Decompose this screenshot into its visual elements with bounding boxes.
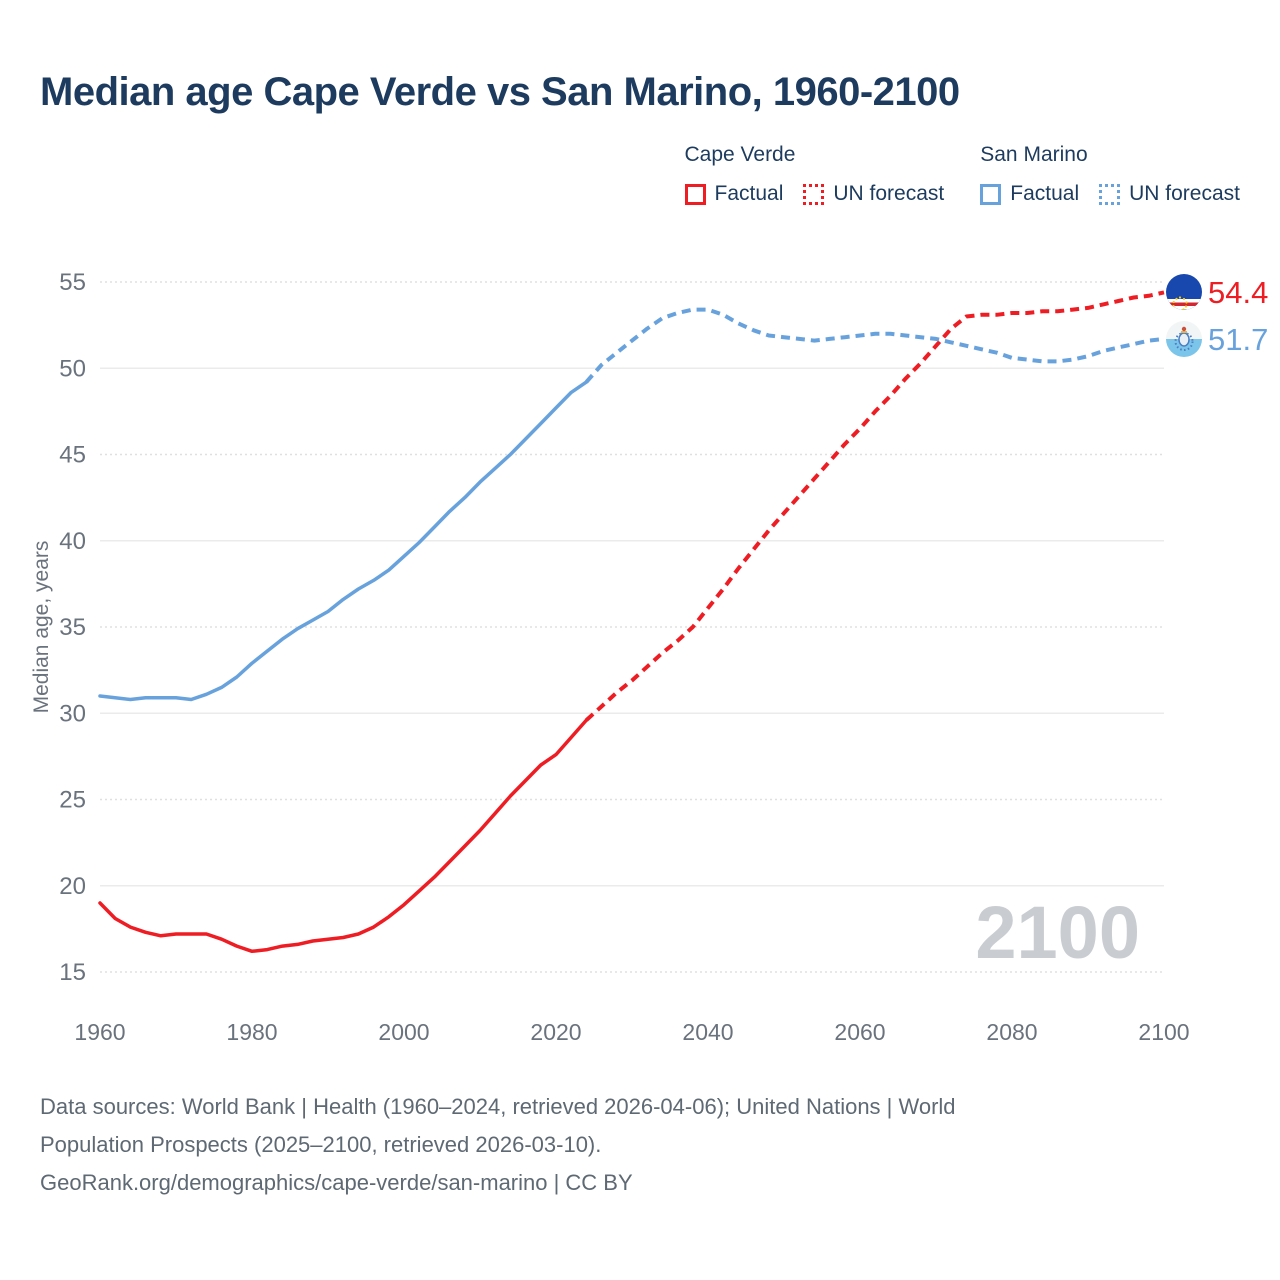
cape-verde-forecast-swatch-icon — [803, 183, 825, 205]
san-marino-forecast-line — [584, 307, 1165, 384]
legend-item-label: UN forecast — [833, 182, 945, 205]
x-tick-label: 2100 — [1138, 1019, 1189, 1045]
watermark: 2100 — [975, 891, 1140, 974]
x-tick-label: 2060 — [834, 1019, 885, 1045]
x-tick-label: 2020 — [530, 1019, 581, 1045]
legend-item-label: Factual — [714, 182, 784, 205]
y-axis-title: Median age, years — [30, 541, 53, 714]
legend-item-label: UN forecast — [1129, 182, 1240, 205]
cape-verde-flag-icon — [1166, 274, 1202, 310]
x-tick-label: 2040 — [682, 1019, 733, 1045]
x-tick-label: 1980 — [226, 1019, 277, 1045]
footer-line: Data sources: World Bank | Health (1960–… — [40, 1094, 956, 1119]
y-tick-label: 50 — [59, 355, 86, 382]
footer-line: GeoRank.org/demographics/cape-verde/san-… — [40, 1170, 633, 1195]
x-tick-label: 2000 — [378, 1019, 429, 1045]
san-marino-factual-line — [98, 380, 589, 702]
cape-verde-factual-line — [98, 718, 589, 954]
x-tick-label: 1960 — [74, 1019, 125, 1045]
legend-group-san-marino: San Marino Factual UN forecast — [980, 143, 1240, 206]
footer-line: Population Prospects (2025–2100, retriev… — [40, 1132, 602, 1157]
y-tick-label: 15 — [59, 959, 86, 986]
legend-item-san-marino-factual[interactable]: Factual — [980, 182, 1079, 206]
legend-group-title: San Marino — [980, 143, 1088, 166]
legend-item-san-marino-forecast[interactable]: UN forecast — [1099, 182, 1240, 206]
tick-layer: 15 20 25 30 35 40 45 50 55 1960 1980 2000 2020 2040 20… — [59, 269, 1189, 1045]
y-tick-label: 25 — [59, 787, 86, 814]
y-tick-label: 30 — [59, 700, 86, 727]
legend-item-cape-verde-forecast[interactable]: UN forecast — [803, 182, 944, 206]
series-layer — [98, 290, 1165, 954]
y-tick-label: 20 — [59, 873, 86, 900]
legend: Cape Verde Factual UN forecast San Marin… — [684, 143, 1240, 206]
san-marino-flag-icon — [1166, 321, 1202, 357]
cape-verde-end-value: 54.4 — [1208, 275, 1268, 310]
x-tick-label: 2080 — [986, 1019, 1037, 1045]
footer: Data sources: World Bank | Health (1960–… — [40, 1088, 956, 1202]
legend-item-cape-verde-factual[interactable]: Factual — [684, 182, 784, 206]
cape-verde-factual-swatch-icon — [684, 183, 706, 205]
y-tick-label: 35 — [59, 614, 86, 641]
y-tick-label: 45 — [59, 442, 86, 469]
y-tick-label: 55 — [59, 269, 86, 296]
san-marino-forecast-swatch-icon — [1099, 183, 1121, 205]
san-marino-factual-swatch-icon — [980, 183, 1002, 205]
grid-layer — [100, 281, 1164, 973]
legend-group-cape-verde: Cape Verde Factual UN forecast — [684, 143, 944, 206]
legend-group-title: Cape Verde — [684, 143, 796, 166]
page-title: Median age Cape Verde vs San Marino, 196… — [40, 70, 960, 114]
legend-item-label: Factual — [1010, 182, 1080, 205]
y-tick-label: 40 — [59, 528, 86, 555]
san-marino-end-value: 51.7 — [1208, 322, 1268, 357]
cape-verde-forecast-line — [585, 290, 1165, 722]
